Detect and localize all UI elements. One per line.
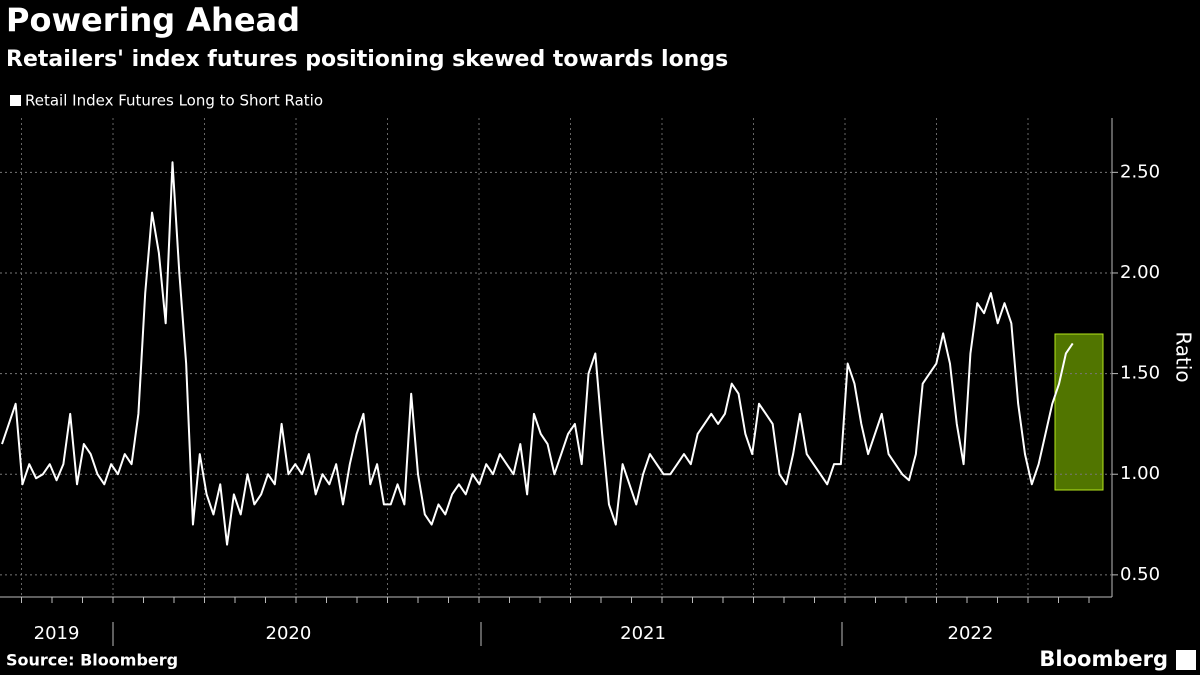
line-series [1, 161, 1074, 546]
y-tick-label: 1.50 [1120, 363, 1160, 384]
x-tick-label: 2019 [34, 623, 80, 644]
brand: Bloomberg [1039, 647, 1168, 671]
y-tick-label: 1.00 [1120, 463, 1160, 484]
chart-title: Powering Ahead [6, 1, 300, 39]
brand-icon [1176, 650, 1196, 670]
y-tick-label: 2.00 [1120, 262, 1160, 283]
legend-swatch [10, 95, 21, 106]
source: Source: Bloomberg [6, 651, 178, 670]
x-tick-label: 2020 [266, 623, 312, 644]
legend-label: Retail Index Futures Long to Short Ratio [25, 92, 323, 110]
x-tick-label: 2021 [620, 623, 666, 644]
x-tick-label: 2022 [948, 623, 994, 644]
y-tick-label: 2.50 [1120, 161, 1160, 182]
chart-subtitle: Retailers' index futures positioning ske… [6, 47, 728, 72]
y-axis-label: Ratio [1172, 331, 1196, 382]
y-tick-label: 0.50 [1120, 564, 1160, 585]
highlight-box [1054, 333, 1104, 491]
